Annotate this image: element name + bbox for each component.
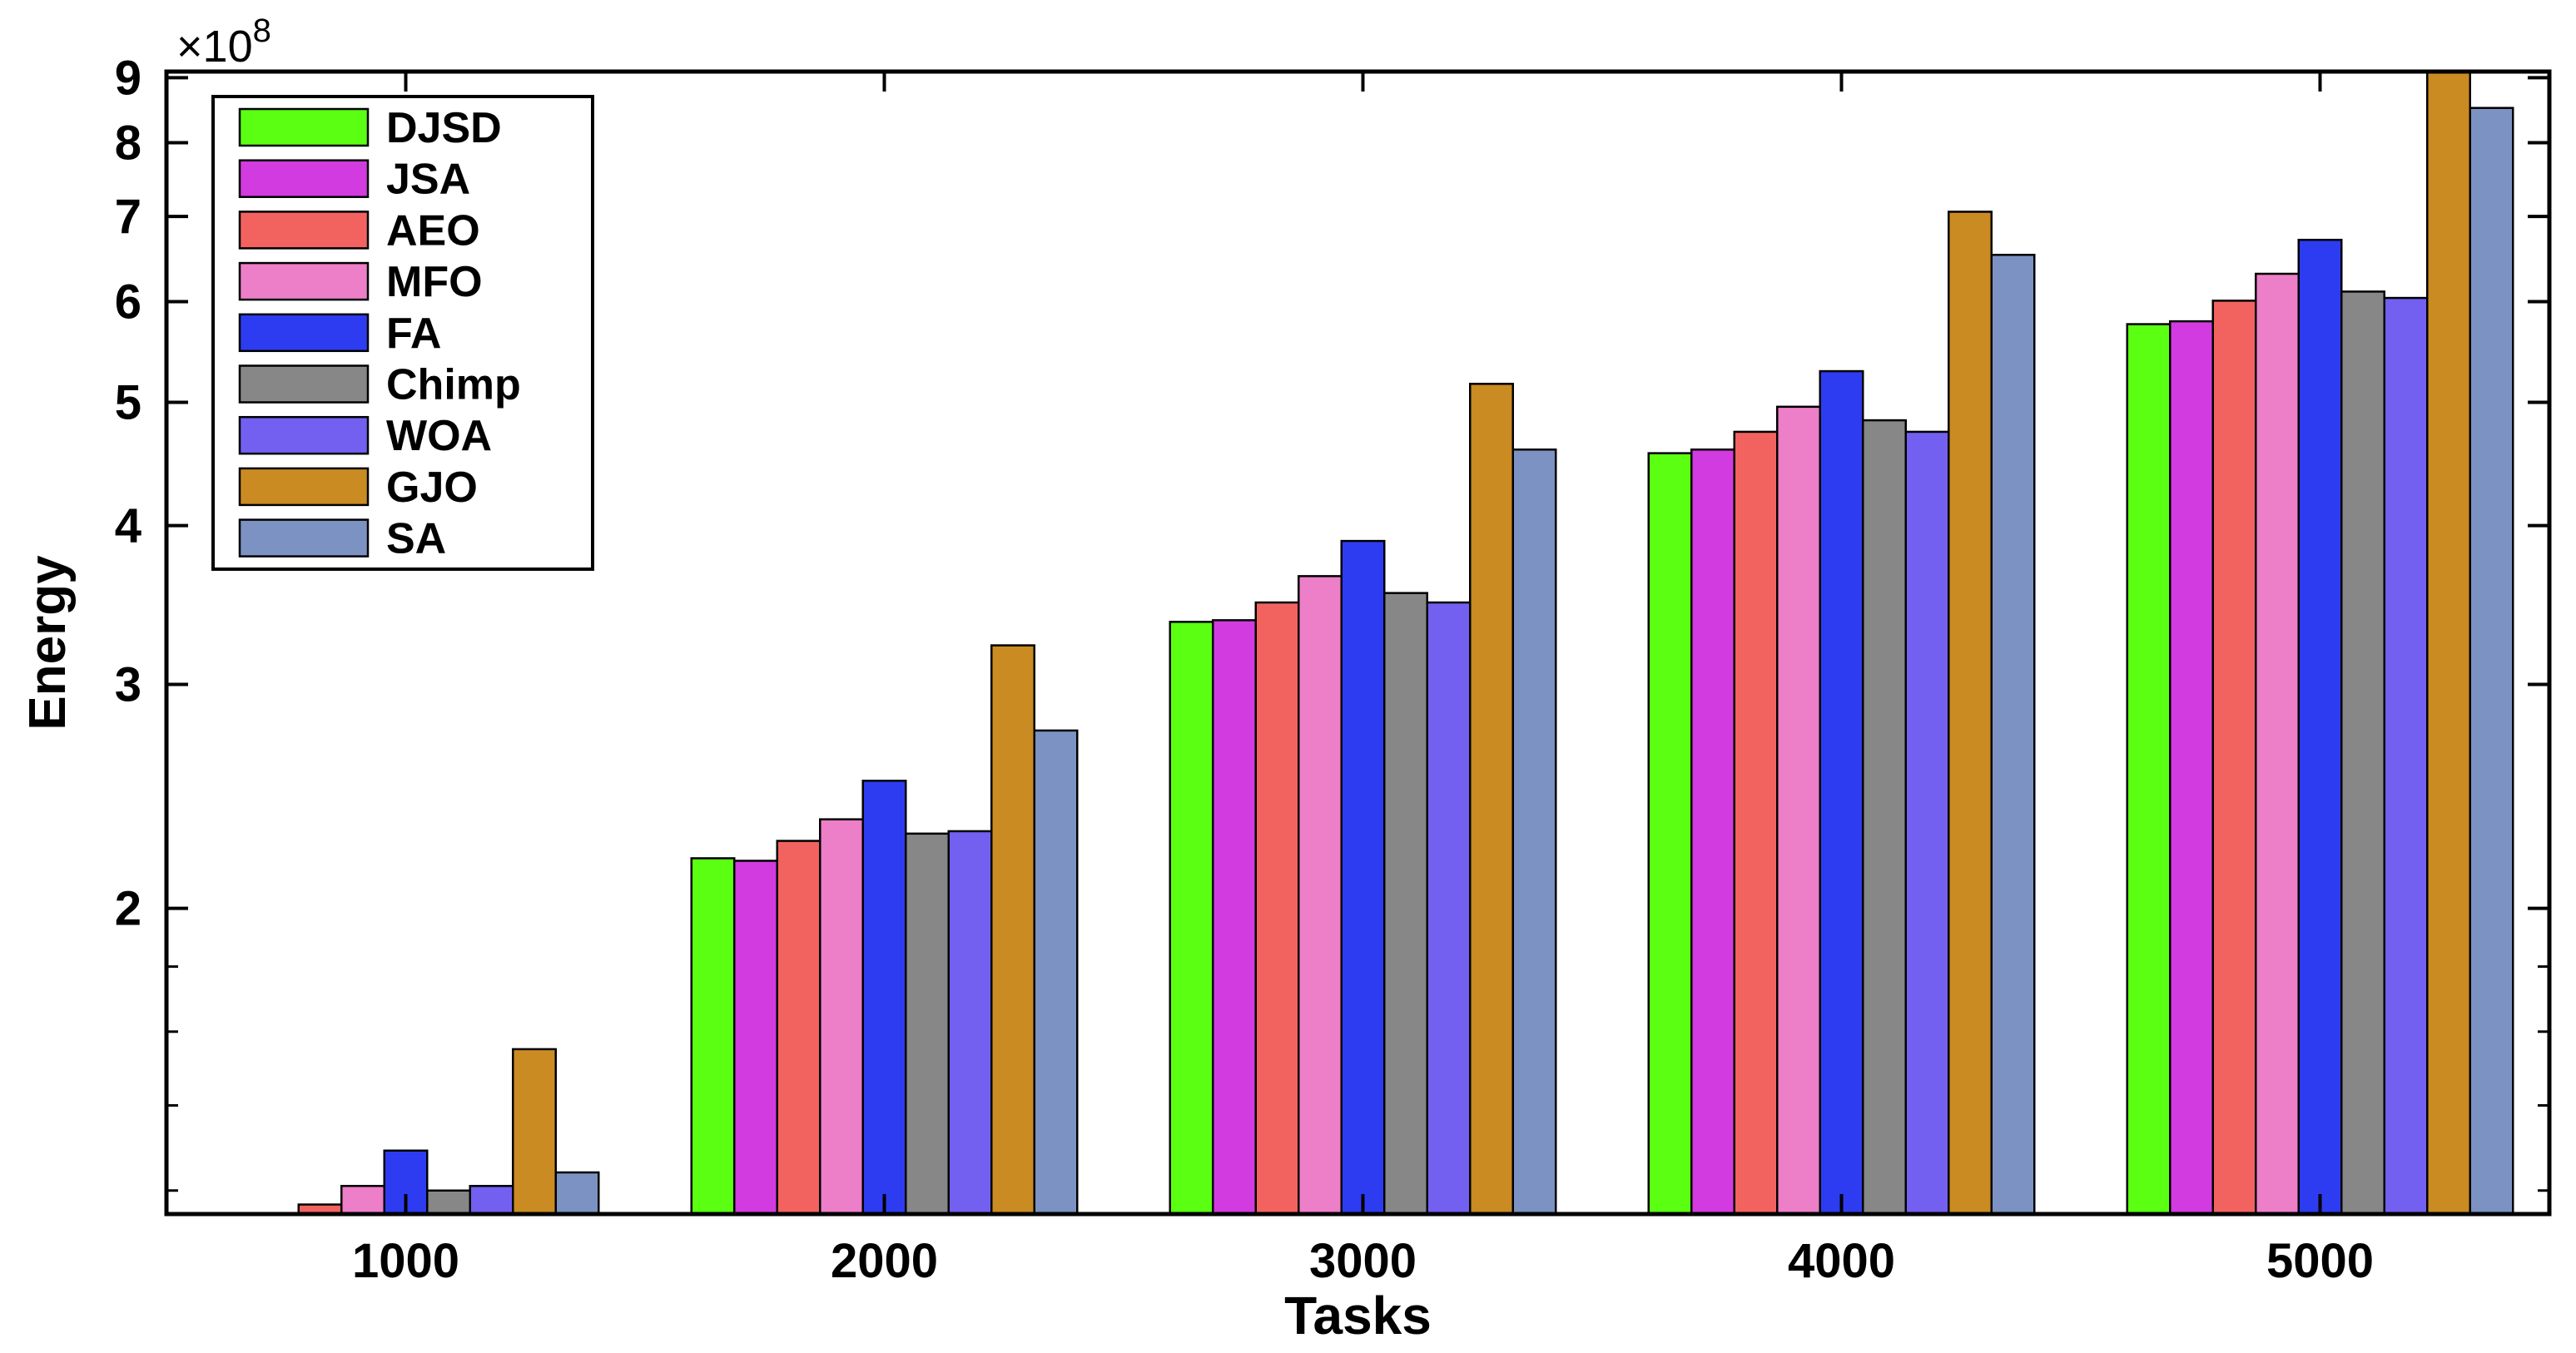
bar-sa-5000: [2469, 107, 2514, 1216]
y-multiplier-label: ×108: [176, 12, 271, 72]
bar-mfo-3000: [1298, 575, 1343, 1216]
bar-woa-3000: [1426, 601, 1472, 1216]
bars-group: [297, 70, 2514, 1216]
bar-woa-1000: [469, 1184, 514, 1216]
bar-fa-1000: [383, 1149, 429, 1216]
bar-sa-4000: [1990, 254, 2036, 1216]
legend-label-sa: SA: [386, 515, 446, 563]
x-tick-label-2000: 2000: [831, 1234, 938, 1288]
y-tick-label-3: 3: [115, 658, 141, 712]
bar-chimp-5000: [2340, 290, 2385, 1216]
bar-aeo-5000: [2211, 300, 2257, 1216]
bar-aeo-3000: [1254, 601, 1300, 1216]
legend-label-woa: WOA: [386, 412, 492, 460]
multiplier-exponent: 8: [253, 12, 271, 49]
bar-fa-5000: [2297, 238, 2343, 1216]
bar-chimp-4000: [1862, 419, 1907, 1216]
bar-sa-1000: [554, 1171, 600, 1216]
y-tick-label-8: 8: [115, 116, 141, 171]
multiplier-base: 10: [203, 22, 253, 72]
legend-label-fa: FA: [386, 310, 441, 358]
bar-mfo-2000: [819, 818, 864, 1216]
y-axis-title: Energy: [19, 555, 77, 731]
legend-swatch-chimp: [238, 364, 370, 404]
y-tick-label-4: 4: [115, 499, 141, 553]
bar-djsd-3000: [1169, 621, 1214, 1216]
bar-fa-2000: [861, 780, 907, 1216]
legend-label-gjo: GJO: [386, 463, 478, 512]
legend-swatch-woa: [238, 415, 370, 455]
bar-woa-2000: [947, 830, 993, 1216]
bar-woa-4000: [1904, 430, 1950, 1216]
x-axis: 1000 2000 3000 4000 5000: [352, 72, 2374, 1288]
y-tick-label-6: 6: [115, 275, 141, 329]
bar-gjo-3000: [1469, 383, 1514, 1216]
bar-sa-2000: [1033, 729, 1079, 1216]
bar-gjo-2000: [990, 644, 1035, 1216]
bar-gjo-1000: [512, 1048, 557, 1216]
legend-label-chimp: Chimp: [386, 361, 521, 409]
legend-swatch-djsd: [238, 107, 370, 147]
legend-swatch-sa: [238, 518, 370, 558]
x-tick-label-1000: 1000: [352, 1234, 459, 1288]
bar-chimp-2000: [905, 832, 950, 1216]
bar-djsd-5000: [2126, 323, 2171, 1216]
y-tick-label-7: 7: [115, 190, 141, 244]
bar-gjo-5000: [2426, 70, 2471, 1216]
legend-label-mfo: MFO: [386, 258, 483, 306]
bar-gjo-4000: [1948, 211, 1993, 1216]
legend-swatch-aeo: [238, 211, 370, 250]
bar-mfo-4000: [1776, 405, 1821, 1216]
bar-fa-4000: [1819, 369, 1864, 1216]
bar-jsa-2000: [733, 860, 778, 1216]
bar-mfo-5000: [2255, 272, 2300, 1216]
x-axis-title: Tasks: [1284, 1286, 1432, 1346]
bar-woa-5000: [2383, 296, 2429, 1216]
bar-djsd-2000: [690, 857, 736, 1216]
legend-label-aeo: AEO: [386, 206, 480, 255]
y-tick-label-9: 9: [115, 51, 141, 105]
bar-jsa-4000: [1690, 449, 1735, 1216]
legend-swatch-jsa: [238, 159, 370, 198]
legend-swatch-fa: [238, 313, 370, 353]
bar-chimp-1000: [426, 1189, 471, 1216]
bar-fa-3000: [1340, 539, 1386, 1216]
bar-aeo-4000: [1733, 430, 1779, 1216]
legend-swatch-mfo: [238, 261, 370, 301]
y-axis: 2 3 4 5 6 7 8 9: [115, 51, 2549, 1192]
multiplier-times: ×: [176, 22, 203, 72]
bar-sa-3000: [1511, 449, 1557, 1216]
bar-aeo-2000: [776, 840, 821, 1216]
bar-jsa-5000: [2169, 320, 2214, 1216]
legend-swatch-gjo: [238, 467, 370, 507]
y-tick-label-2: 2: [115, 882, 141, 936]
bar-jsa-3000: [1212, 619, 1257, 1216]
y-tick-label-5: 5: [115, 375, 141, 429]
x-tick-label-3000: 3000: [1309, 1234, 1417, 1288]
bar-mfo-1000: [340, 1184, 385, 1216]
bar-chimp-3000: [1383, 592, 1428, 1216]
bar-djsd-4000: [1647, 452, 1693, 1216]
x-tick-label-5000: 5000: [2266, 1234, 2374, 1288]
legend-label-djsd: DJSD: [386, 104, 502, 152]
x-tick-label-4000: 4000: [1788, 1234, 1895, 1288]
legend-label-jsa: JSA: [386, 156, 470, 204]
plot-frame: [164, 69, 2552, 1217]
